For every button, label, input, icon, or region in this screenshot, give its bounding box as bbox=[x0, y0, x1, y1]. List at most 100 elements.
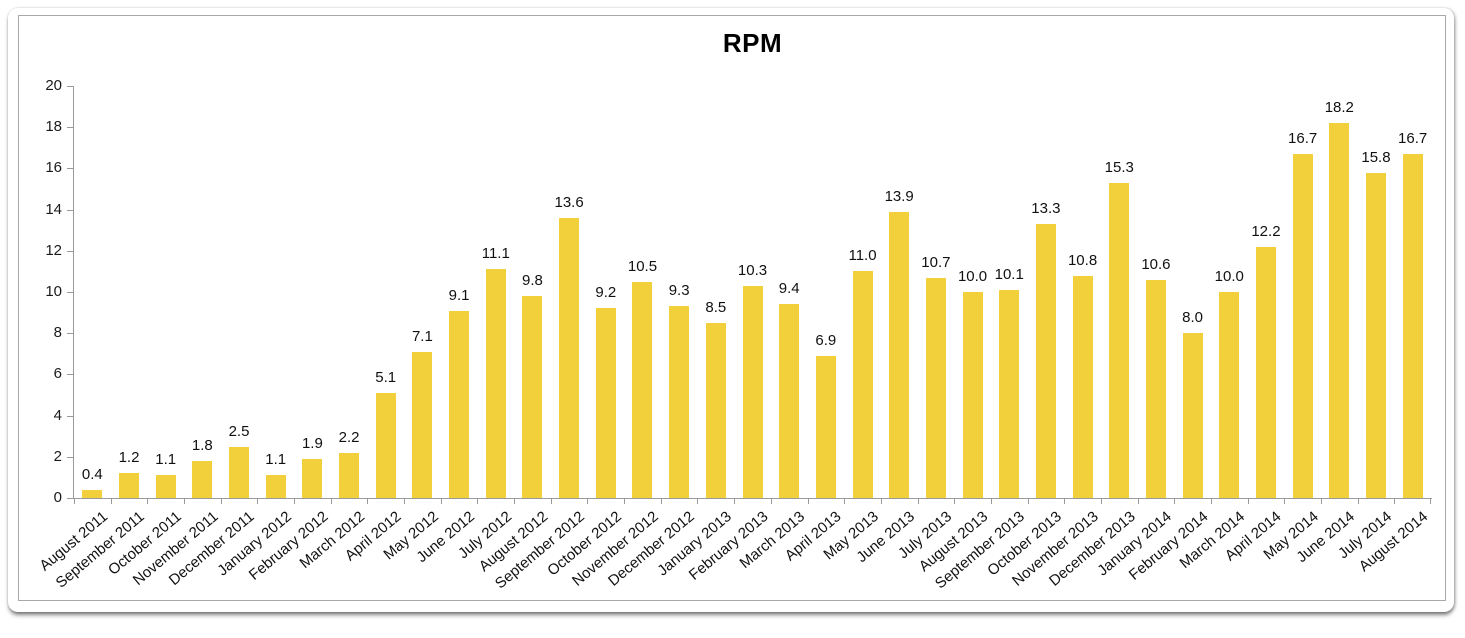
x-axis-tick bbox=[220, 499, 222, 504]
x-axis-tick bbox=[917, 499, 919, 504]
y-axis-tick bbox=[67, 498, 73, 499]
x-axis-tick bbox=[184, 499, 186, 504]
y-axis-tick-label: 18 bbox=[45, 118, 62, 136]
y-axis-tick bbox=[67, 333, 73, 335]
bar-value-label: 7.1 bbox=[411, 327, 433, 345]
bar bbox=[632, 281, 653, 498]
bar bbox=[1329, 123, 1350, 498]
bar bbox=[1292, 153, 1313, 498]
y-axis-tick bbox=[67, 415, 73, 417]
bar bbox=[779, 304, 800, 498]
x-axis-tick bbox=[880, 499, 882, 504]
bar bbox=[742, 285, 763, 498]
y-axis-tick-label: 2 bbox=[53, 447, 62, 465]
x-axis-tick bbox=[844, 499, 846, 504]
bar-value-label: 0.4 bbox=[81, 465, 103, 483]
y-axis-tick bbox=[67, 292, 73, 293]
bar-value-label: 10.1 bbox=[994, 265, 1024, 283]
x-axis-tick bbox=[697, 499, 699, 504]
x-axis-tick bbox=[1394, 499, 1396, 504]
y-axis-tick bbox=[67, 168, 73, 170]
bar bbox=[889, 211, 910, 498]
bar bbox=[192, 460, 213, 498]
bar bbox=[999, 289, 1020, 498]
bar bbox=[1182, 333, 1203, 498]
bar bbox=[962, 292, 983, 498]
bar-value-label: 13.6 bbox=[554, 193, 584, 211]
y-axis-tick-label: 6 bbox=[53, 365, 62, 383]
x-axis-tick bbox=[1357, 499, 1359, 504]
bar bbox=[375, 392, 396, 498]
x-axis-tick bbox=[660, 499, 662, 504]
x-axis-tick bbox=[1284, 499, 1286, 504]
x-axis-tick bbox=[477, 499, 479, 504]
bar bbox=[1365, 172, 1386, 498]
y-axis-tick-label: 10 bbox=[45, 283, 62, 300]
x-axis-tick bbox=[1137, 499, 1139, 504]
x-axis-tick bbox=[367, 499, 369, 504]
bar bbox=[1109, 182, 1130, 498]
bar-value-label: 1.2 bbox=[118, 449, 140, 467]
bar bbox=[1145, 279, 1166, 498]
bar bbox=[302, 458, 323, 498]
bar-value-label: 1.1 bbox=[155, 451, 177, 469]
x-axis-tick bbox=[624, 499, 626, 504]
x-axis-tick bbox=[770, 499, 772, 504]
bar-value-label: 5.1 bbox=[375, 368, 397, 386]
bar-value-label: 16.7 bbox=[1398, 129, 1428, 147]
y-axis-tick-label: 20 bbox=[45, 77, 62, 94]
x-axis-tick bbox=[1430, 499, 1431, 504]
bar bbox=[119, 473, 139, 498]
x-axis-tick bbox=[257, 499, 259, 504]
x-axis-tick bbox=[404, 499, 406, 504]
x-axis-tick bbox=[147, 499, 149, 504]
bar-value-label: 10.5 bbox=[627, 257, 658, 275]
bar bbox=[155, 475, 176, 498]
bar-value-label: 1.8 bbox=[191, 436, 213, 454]
bar-value-label: 13.3 bbox=[1031, 200, 1061, 218]
bar-value-label: 16.7 bbox=[1288, 129, 1318, 147]
bar bbox=[559, 217, 580, 498]
y-axis-tick bbox=[67, 86, 73, 87]
bar bbox=[339, 452, 360, 498]
bar bbox=[449, 310, 470, 498]
bar bbox=[1219, 292, 1240, 498]
bar bbox=[1402, 153, 1423, 498]
x-axis-tick bbox=[1174, 499, 1176, 504]
bar-value-label: 10.0 bbox=[1214, 268, 1244, 285]
bar bbox=[1255, 246, 1276, 498]
x-axis-tick bbox=[1064, 499, 1066, 504]
bar-value-label: 11.0 bbox=[848, 247, 877, 265]
bar bbox=[705, 322, 726, 498]
y-axis-tick-label: 4 bbox=[53, 406, 62, 424]
y-axis-tick bbox=[67, 374, 73, 376]
x-axis-tick bbox=[294, 499, 296, 504]
x-axis-tick bbox=[1320, 499, 1322, 504]
bar-value-label: 9.2 bbox=[595, 284, 617, 302]
x-axis-tick bbox=[74, 499, 75, 504]
y-axis-tick bbox=[67, 250, 73, 252]
bar-value-label: 9.4 bbox=[778, 280, 800, 298]
x-axis-tick bbox=[110, 499, 112, 504]
bar-value-label: 2.5 bbox=[228, 422, 250, 440]
bar bbox=[595, 308, 616, 498]
bar bbox=[815, 355, 836, 498]
bar-value-label: 11.1 bbox=[481, 245, 510, 263]
x-axis-tick bbox=[1100, 499, 1102, 504]
y-axis-line bbox=[73, 86, 74, 499]
bar bbox=[265, 475, 286, 498]
x-axis-tick bbox=[990, 499, 992, 504]
bar bbox=[669, 306, 690, 498]
bar-value-label: 8.0 bbox=[1182, 309, 1204, 327]
x-axis-tick bbox=[1210, 499, 1212, 504]
x-axis-tick bbox=[954, 499, 956, 504]
bar-value-label: 10.7 bbox=[921, 253, 951, 271]
bar-value-label: 10.8 bbox=[1067, 251, 1098, 269]
x-axis-tick bbox=[330, 499, 332, 504]
x-axis-line bbox=[73, 498, 1432, 499]
bar-value-label: 12.2 bbox=[1251, 222, 1281, 240]
y-axis-tick-label: 0 bbox=[53, 489, 62, 506]
bar bbox=[229, 446, 250, 498]
x-axis-tick bbox=[1027, 499, 1029, 504]
bar-value-label: 18.2 bbox=[1324, 99, 1354, 117]
